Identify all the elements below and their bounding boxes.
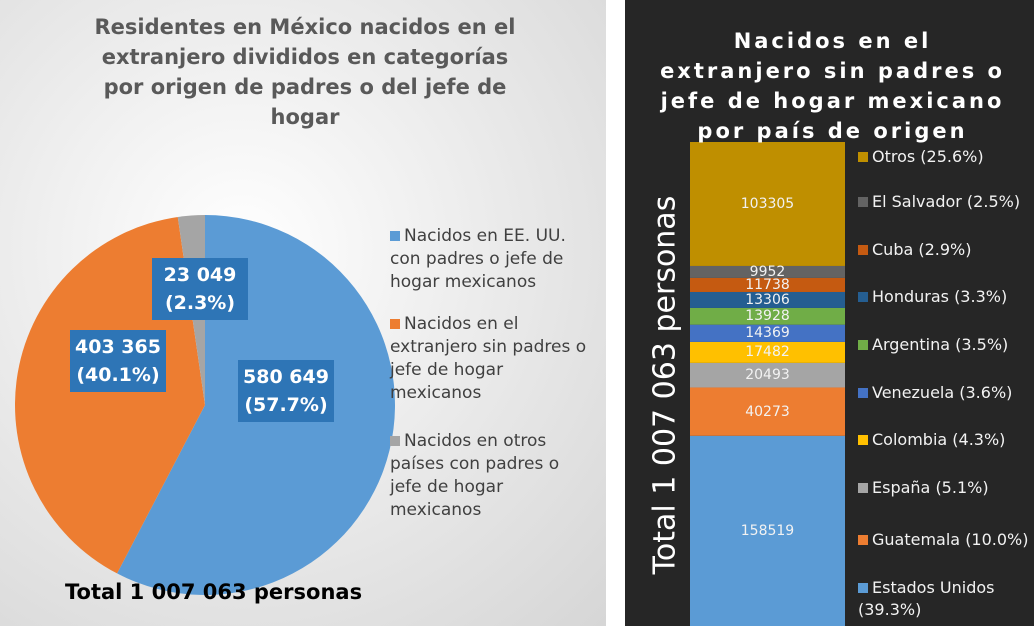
legend-label: Nacidos en el extranjero sin padres o je…: [390, 314, 587, 403]
legend-swatch: [390, 436, 400, 446]
legend-entry: Nacidos en otros países con padres o jef…: [390, 430, 590, 522]
legend-label: Colombia (4.3%): [872, 430, 1006, 449]
legend-entry: El Salvador (2.5%): [858, 191, 1034, 213]
data-label: 17482: [745, 344, 790, 361]
legend-swatch: [858, 435, 868, 445]
legend-entry: España (5.1%): [858, 477, 1034, 499]
legend-swatch: [858, 197, 868, 207]
legend-label: España (5.1%): [872, 478, 989, 497]
legend-label: Otros (25.6%): [872, 147, 984, 166]
legend-swatch: [858, 388, 868, 398]
bar-segment: [690, 291, 845, 308]
data-label: 40273: [745, 403, 790, 420]
legend-entry: Cuba (2.9%): [858, 239, 1034, 261]
chart-title: Nacidos en el extranjero sin padres o je…: [660, 29, 1005, 143]
bar-segment: [690, 435, 845, 626]
legend-swatch: [858, 245, 868, 255]
legend-label: Estados Unidos (39.3%): [858, 578, 995, 619]
bar-segment: [690, 341, 845, 363]
legend-label: Nacidos en otros países con padres o jef…: [390, 431, 560, 520]
annotation: Total 1 007 063 personas: [65, 580, 363, 604]
legend-swatch: [390, 319, 400, 329]
legend-entry: Colombia (4.3%): [858, 429, 1034, 451]
bar-segment: [690, 307, 845, 325]
legend-swatch: [858, 535, 868, 545]
data-label: 20493: [745, 367, 790, 384]
legend-swatch: [858, 483, 868, 493]
bar-segment: [690, 142, 845, 266]
legend-label: Cuba (2.9%): [872, 240, 972, 259]
legend-swatch: [858, 292, 868, 302]
y-axis-label: Total 1 007 063 personas: [647, 195, 683, 575]
legend-swatch: [390, 231, 400, 241]
data-label: 580 649 (57.7%): [238, 360, 334, 422]
bar-chart: [690, 142, 845, 626]
legend-label: Argentina (3.5%): [872, 335, 1009, 354]
data-label: 9952: [749, 263, 786, 280]
legend-swatch: [858, 152, 868, 162]
data-label: 23 049 (2.3%): [152, 258, 248, 320]
bar-segment: [690, 277, 845, 292]
legend-label: Honduras (3.3%): [872, 287, 1008, 306]
chart-title: Residentes en México nacidos en el extra…: [94, 15, 516, 129]
data-label: 158519: [740, 522, 795, 539]
data-label: 14369: [745, 325, 790, 342]
legend-swatch: [858, 340, 868, 350]
legend-entry: Otros (25.6%): [858, 146, 1034, 168]
data-label: 11738: [745, 276, 790, 293]
bar-segment: [690, 324, 845, 342]
data-label: 13928: [745, 308, 790, 325]
data-label: 13306: [745, 291, 790, 308]
legend-entry: Argentina (3.5%): [858, 334, 1034, 356]
bar-segment: [690, 362, 845, 388]
data-label: 403 365 (40.1%): [70, 330, 166, 392]
legend-entry: Nacidos en EE. UU. con padres o jefe de …: [390, 225, 590, 294]
legend-swatch: [858, 583, 868, 593]
legend-label: Nacidos en EE. UU. con padres o jefe de …: [390, 226, 566, 292]
bar-segment: [690, 265, 845, 278]
legend-entry: Guatemala (10.0%): [858, 529, 1034, 551]
legend-label: Guatemala (10.0%): [872, 530, 1029, 549]
legend-entry: Estados Unidos (39.3%): [858, 577, 1034, 621]
legend-label: El Salvador (2.5%): [872, 192, 1021, 211]
legend-entry: Nacidos en el extranjero sin padres o je…: [390, 313, 590, 405]
legend-entry: Honduras (3.3%): [858, 286, 1034, 308]
legend-label: Venezuela (3.6%): [872, 383, 1013, 402]
pie-panel: Residentes en México nacidos en el extra…: [0, 0, 606, 626]
legend-entry: Venezuela (3.6%): [858, 382, 1034, 404]
data-label: 103305: [740, 195, 795, 212]
bar-panel: Nacidos en el extranjero sin padres o je…: [625, 0, 1034, 626]
bar-segment: [690, 387, 845, 436]
